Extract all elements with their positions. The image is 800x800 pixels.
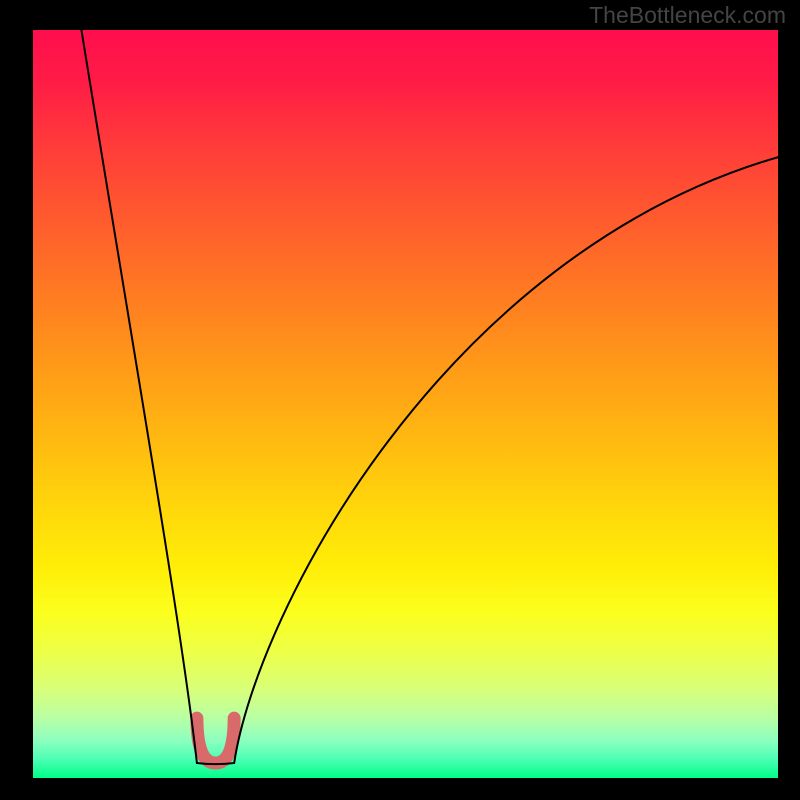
watermark-text: TheBottleneck.com: [589, 2, 786, 29]
gradient-background: [33, 30, 778, 778]
chart-stage: TheBottleneck.com: [0, 0, 800, 800]
bottleneck-chart: [0, 0, 800, 800]
